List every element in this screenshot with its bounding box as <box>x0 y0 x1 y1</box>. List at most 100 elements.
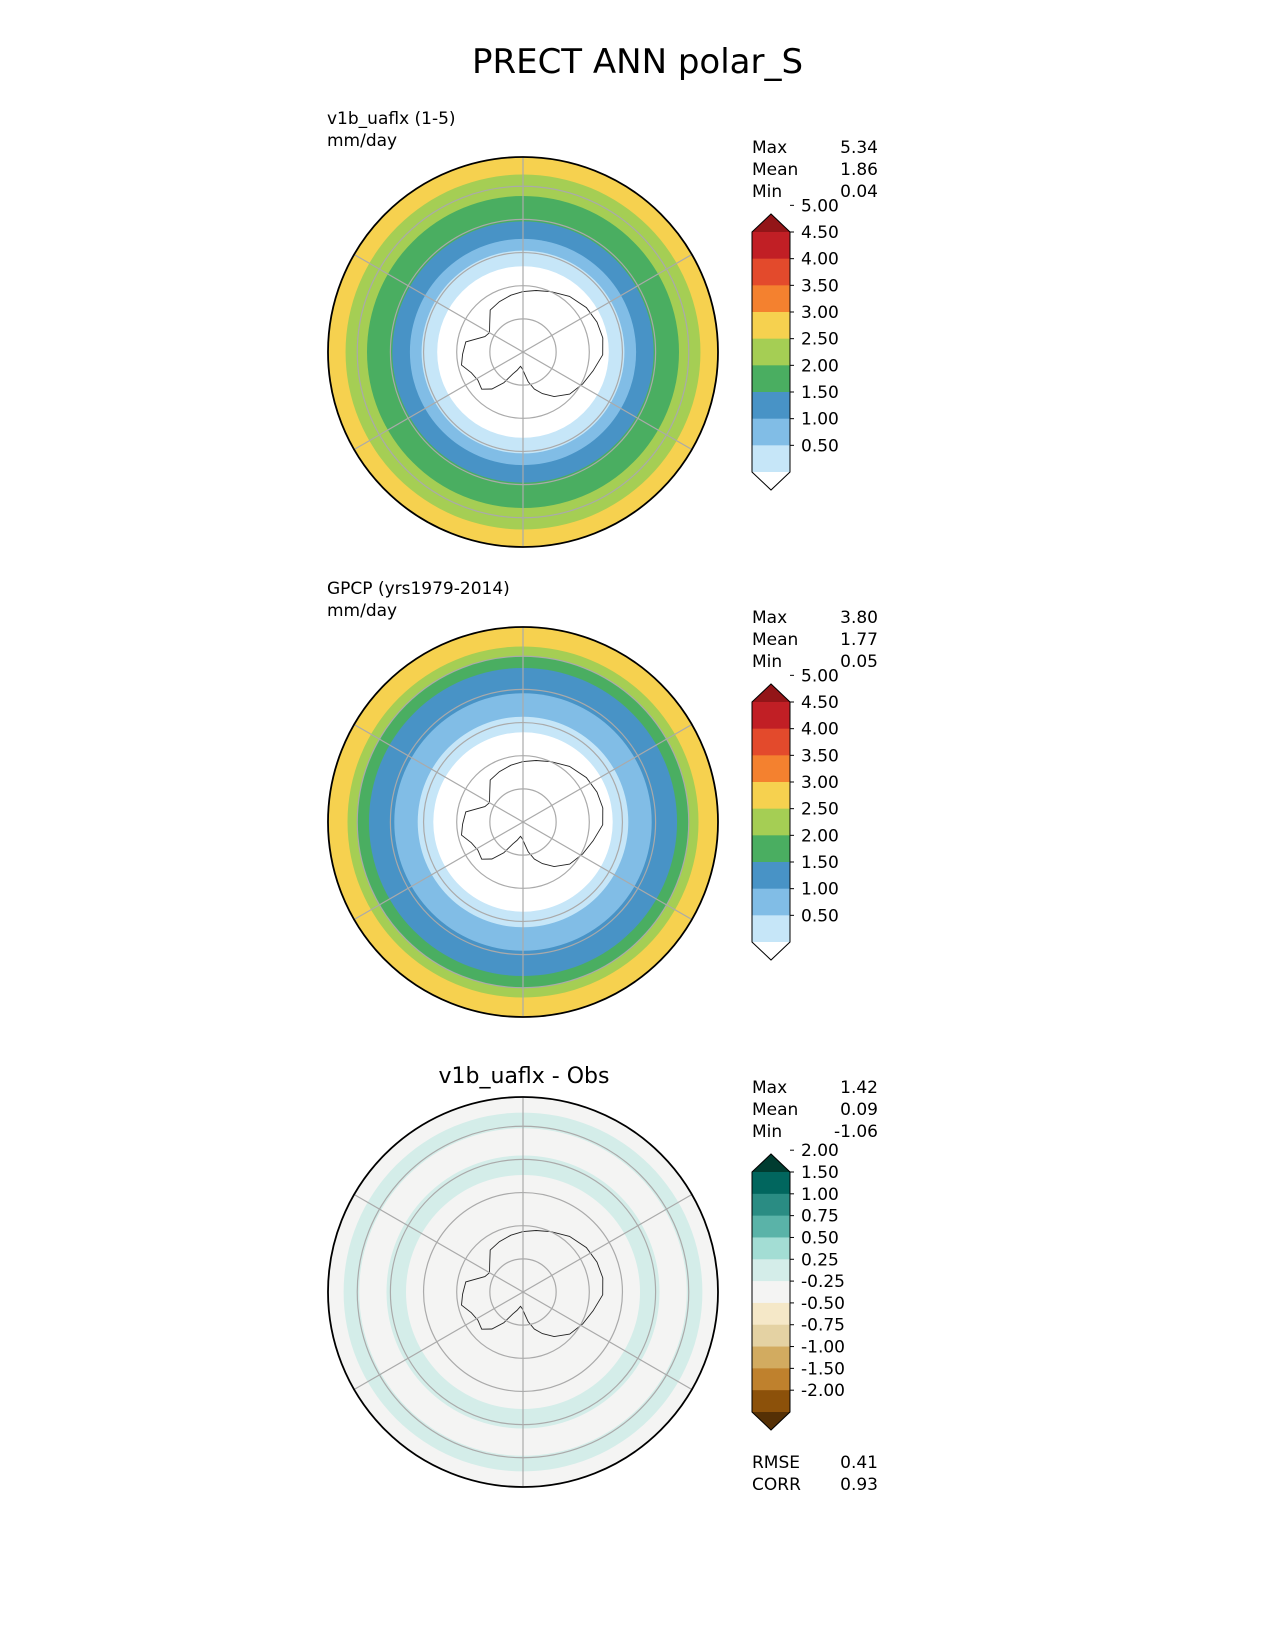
panel1-stat-label: Mean <box>752 160 799 180</box>
panel3-metric-label: CORR <box>752 1475 801 1495</box>
colorbar-segment <box>752 1172 790 1195</box>
map-boundary <box>327 626 719 1018</box>
panel2-stat-value: 3.80 <box>840 608 878 628</box>
colorbar-tick-label: 0.50 <box>801 906 839 926</box>
panel3-metrics: RMSE 0.41 CORR 0.93 <box>752 1452 878 1496</box>
colorbar-tick-label: 0.25 <box>801 1250 839 1270</box>
panel3-stats: Max 1.42 Mean 0.09 Min -1.06 <box>752 1077 878 1143</box>
panel1-colorbar: 0.50 1.00 1.50 2.00 2.50 3.00 3.50 4.00 4.50 5.00 <box>751 196 839 491</box>
panel3-polar-map <box>327 1096 719 1488</box>
colorbar-segment <box>752 1346 790 1369</box>
colorbar-segment <box>752 835 790 863</box>
meridian-gridline <box>353 1193 693 1391</box>
panel2-stat-label: Max <box>752 608 788 628</box>
figure-title: PRECT ANN polar_S <box>471 42 804 82</box>
panel2-stat-label: Min <box>752 652 783 672</box>
panel3-stat-value: -1.06 <box>834 1122 878 1142</box>
colorbar-tick-label: 3.50 <box>801 746 839 766</box>
colorbar-tick-label: 3.00 <box>801 303 839 323</box>
meridian-gridline <box>353 253 693 451</box>
panel3-stat-label: Max <box>752 1078 788 1098</box>
colorbar-tick-label: 1.50 <box>801 1163 839 1183</box>
colorbar-segment <box>752 1390 790 1413</box>
colorbar-segment <box>752 338 790 366</box>
colorbar-segment <box>752 755 790 783</box>
colorbar-segment <box>752 782 790 810</box>
colorbar-segment <box>752 418 790 446</box>
colorbar-segment <box>752 312 790 340</box>
coastline <box>461 290 604 398</box>
colorbar-tick-label: 1.00 <box>801 1185 839 1205</box>
colorbar-segment <box>752 888 790 916</box>
colorbar-tick-label: -0.75 <box>801 1316 845 1336</box>
colorbar-tick-label: 1.50 <box>801 383 839 403</box>
colorbar-tick-label: 0.50 <box>801 1228 839 1248</box>
map-boundary <box>327 1096 719 1488</box>
panel2-stat-value: 0.05 <box>840 652 878 672</box>
colorbar-segment <box>752 1215 790 1238</box>
panel3-stat-label: Min <box>752 1122 783 1142</box>
meridian-gridline <box>353 723 693 921</box>
colorbar-extend-bottom <box>752 942 790 960</box>
colorbar-segment <box>752 915 790 943</box>
panel3-stat-label: Mean <box>752 1100 799 1120</box>
panel3-title: v1b_uaflx - Obs <box>438 1064 610 1089</box>
colorbar-segment <box>752 728 790 756</box>
colorbar-segment <box>752 285 790 313</box>
colorbar-tick-label: 0.50 <box>801 436 839 456</box>
colorbar-extend-top <box>752 214 790 232</box>
colorbar-tick-label: 3.00 <box>801 773 839 793</box>
colorbar-segment <box>752 702 790 730</box>
colorbar-tick-label: -2.00 <box>801 1381 845 1401</box>
panel3-metric-value: 0.93 <box>840 1475 878 1495</box>
panel2-stats: Max 3.80 Mean 1.77 Min 0.05 <box>752 607 878 673</box>
colorbar-segment <box>752 1324 790 1348</box>
panel1-units: mm/day <box>327 131 398 151</box>
colorbar-extend-bottom <box>752 472 790 490</box>
colorbar-tick-label: -1.00 <box>801 1338 845 1358</box>
colorbar-tick-label: -0.50 <box>801 1294 845 1314</box>
panel3-metric-value: 0.41 <box>840 1453 878 1473</box>
colorbar-tick-label: 4.50 <box>801 693 839 713</box>
panel1-title: v1b_uaflx (1-5) <box>327 109 456 129</box>
coastline <box>461 760 604 868</box>
colorbar-segment <box>752 232 790 260</box>
panel2-colorbar: 0.50 1.00 1.50 2.00 2.50 3.00 3.50 4.00 4.50 5.00 <box>751 666 839 961</box>
colorbar-segment <box>752 1193 790 1217</box>
map-boundary <box>327 156 719 548</box>
colorbar-tick-label: 2.00 <box>801 1141 839 1161</box>
colorbar-tick-label: 0.75 <box>801 1207 839 1227</box>
colorbar-segment <box>752 392 790 420</box>
colorbar-segment <box>752 1302 790 1326</box>
panel2-title: GPCP (yrs1979-2014) <box>327 579 510 599</box>
panel1-stat-value: 1.86 <box>840 160 878 180</box>
colorbar-segment <box>752 1259 790 1282</box>
panel2-stat-label: Mean <box>752 630 799 650</box>
colorbar-outline <box>751 683 791 961</box>
panel3-stat-value: 1.42 <box>840 1078 878 1098</box>
colorbar-tick-label: 2.00 <box>801 356 839 376</box>
panel3-metric-label: RMSE <box>752 1453 801 1473</box>
panel2-units: mm/day <box>327 601 398 621</box>
panel1-polar-map <box>327 156 719 548</box>
colorbar-tick-label: 4.00 <box>801 720 839 740</box>
colorbar-tick-label: 4.50 <box>801 223 839 243</box>
colorbar-segment <box>752 445 790 473</box>
colorbar-segment <box>752 1281 790 1304</box>
colorbar-segment <box>752 1368 790 1391</box>
colorbar-extend-top <box>752 684 790 702</box>
panel1-stat-label: Max <box>752 138 788 158</box>
panel2-stat-value: 1.77 <box>840 630 878 650</box>
colorbar-tick-label: 3.50 <box>801 276 839 296</box>
panel1-stat-value: 0.04 <box>840 182 878 202</box>
colorbar-tick-label: -1.50 <box>801 1359 845 1379</box>
colorbar-extend-top <box>752 1154 790 1172</box>
panel1-stat-label: Min <box>752 182 783 202</box>
colorbar-tick-label: 5.00 <box>801 666 839 686</box>
colorbar-segment <box>752 365 790 393</box>
colorbar-tick-label: 5.00 <box>801 196 839 216</box>
colorbar-outline <box>751 1153 791 1431</box>
panel2-polar-map <box>327 626 719 1018</box>
colorbar-tick-label: -0.25 <box>801 1272 845 1292</box>
colorbar-segment <box>752 862 790 890</box>
